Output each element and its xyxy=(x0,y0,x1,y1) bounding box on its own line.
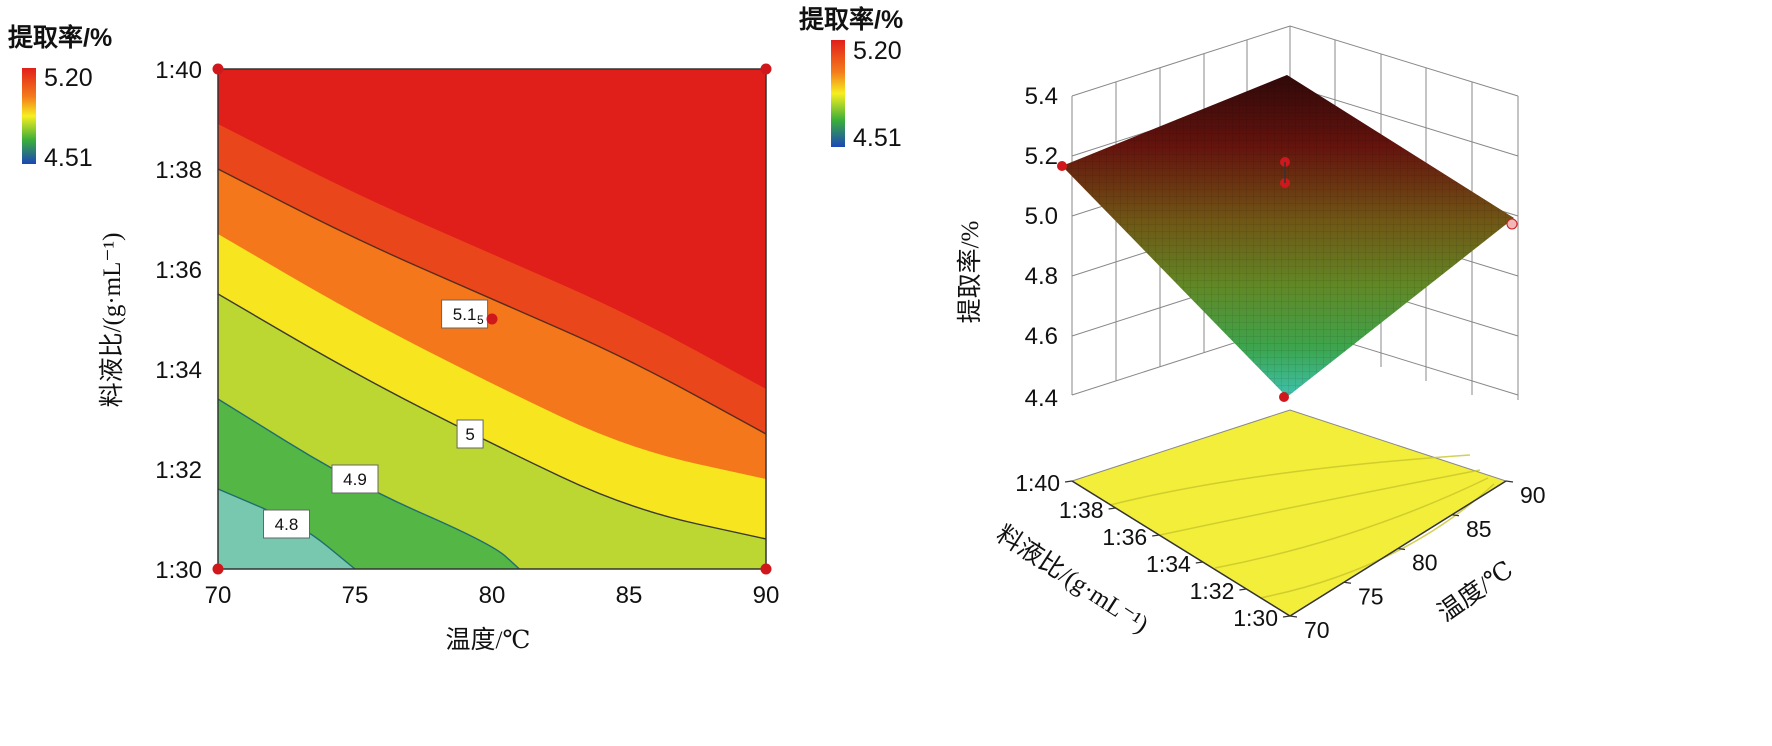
design-point xyxy=(760,63,772,75)
contour-lines xyxy=(218,168,766,569)
z-axis-label: 提取率/% xyxy=(956,221,984,324)
y-tick-label: 1:38 xyxy=(155,157,202,184)
design-point-label: 5 xyxy=(477,313,484,327)
z-tick-label: 4.4 xyxy=(1025,385,1058,412)
surface-design-points xyxy=(1057,157,1518,402)
z-tick-label: 4.6 xyxy=(1025,323,1058,350)
contour-label: 4.8 xyxy=(263,509,310,539)
design-point xyxy=(212,563,224,575)
ratio-axis-ticks: 1:401:381:361:341:321:30 xyxy=(1015,470,1291,631)
svg-text:4.9: 4.9 xyxy=(343,470,367,489)
temperature-tick-label: 80 xyxy=(1412,550,1438,576)
ratio-tick-label: 1:40 xyxy=(1015,470,1060,496)
contour-label: 5.1 xyxy=(441,299,489,329)
temperature-tick-label: 90 xyxy=(1520,482,1546,508)
design-point xyxy=(212,63,224,75)
contour-label: 4.9 xyxy=(331,464,379,494)
svg-text:5: 5 xyxy=(465,425,474,444)
contour-line xyxy=(218,168,766,435)
legend-left-min-label: 4.51 xyxy=(44,144,93,172)
design-point xyxy=(486,313,498,325)
svg-text:5.1: 5.1 xyxy=(453,305,477,324)
ratio-tick-label: 1:36 xyxy=(1102,524,1147,550)
contour-plot: 5.154.94.8 70 75 80 85 90 1:301:321:341:361:… xyxy=(98,57,780,654)
x-axis-ticks: 70 75 80 85 90 xyxy=(205,582,780,609)
x-tick-label: 75 xyxy=(342,582,369,609)
legend-right-colorbar xyxy=(831,40,845,147)
design-point xyxy=(760,563,772,575)
ratio-tick-label: 1:32 xyxy=(1190,578,1235,604)
contour-labels: 5.154.94.8 xyxy=(263,299,489,539)
x-tick-label: 80 xyxy=(479,582,506,609)
contour-line xyxy=(218,488,356,569)
temperature-tick-label: 85 xyxy=(1466,516,1492,542)
surface-base-plane xyxy=(1070,409,1508,617)
legend-left-max-label: 5.20 xyxy=(44,64,93,92)
heat-band xyxy=(218,489,766,569)
y-tick-label: 1:30 xyxy=(155,557,202,584)
x-axis-label: 温度/℃ xyxy=(446,626,531,654)
z-tick-label: 5.4 xyxy=(1025,83,1058,110)
temperature-tick-label: 70 xyxy=(1304,617,1330,643)
temperature-axis-ticks: 70 75 80 85 90 xyxy=(1289,480,1546,643)
x-tick-label: 90 xyxy=(753,582,780,609)
surface-plot: 4.4 4.6 4.8 5.0 5.2 5.4 1:401:381:361:341:321… xyxy=(956,25,1546,643)
ratio-tick-label: 1:34 xyxy=(1146,551,1191,577)
contour-line xyxy=(218,293,766,540)
plot-frame xyxy=(217,68,767,570)
y-tick-label: 1:32 xyxy=(155,457,202,484)
z-axis-ticks: 4.4 4.6 4.8 5.0 5.2 5.4 xyxy=(1025,83,1058,412)
z-tick-label: 5.2 xyxy=(1025,143,1058,170)
x-tick-label: 85 xyxy=(616,582,643,609)
y-tick-label: 1:34 xyxy=(155,357,202,384)
legend-right: 提取率/% 5.20 4.51 xyxy=(799,5,903,152)
y-tick-label: 1:40 xyxy=(155,57,202,84)
heat-band xyxy=(218,399,766,569)
temperature-axis-label: 温度/℃ xyxy=(1433,556,1519,628)
y-axis-label: 料液比/(g·mL⁻¹) xyxy=(98,233,126,408)
ratio-tick-label: 1:38 xyxy=(1059,497,1104,523)
design-points: 5 xyxy=(212,63,772,575)
legend-left: 提取率/% 5.20 4.51 xyxy=(8,23,112,172)
surface-mesh xyxy=(1062,75,1514,397)
contour-label: 5 xyxy=(456,419,484,449)
legend-left-colorbar xyxy=(22,68,36,164)
x-tick-label: 70 xyxy=(205,582,232,609)
ratio-tick-label: 1:30 xyxy=(1233,605,1278,631)
legend-right-min-label: 4.51 xyxy=(853,124,902,152)
y-axis-ticks: 1:30 1:32 1:34 1:36 1:38 1:40 xyxy=(155,57,202,584)
legend-left-title: 提取率/% xyxy=(8,23,112,52)
temperature-tick-label: 75 xyxy=(1358,583,1384,609)
z-tick-label: 4.8 xyxy=(1025,263,1058,290)
svg-text:4.8: 4.8 xyxy=(275,515,299,534)
legend-right-max-label: 5.20 xyxy=(853,37,902,65)
y-tick-label: 1:36 xyxy=(155,257,202,284)
z-tick-label: 5.0 xyxy=(1025,203,1058,230)
legend-right-title: 提取率/% xyxy=(799,5,903,34)
